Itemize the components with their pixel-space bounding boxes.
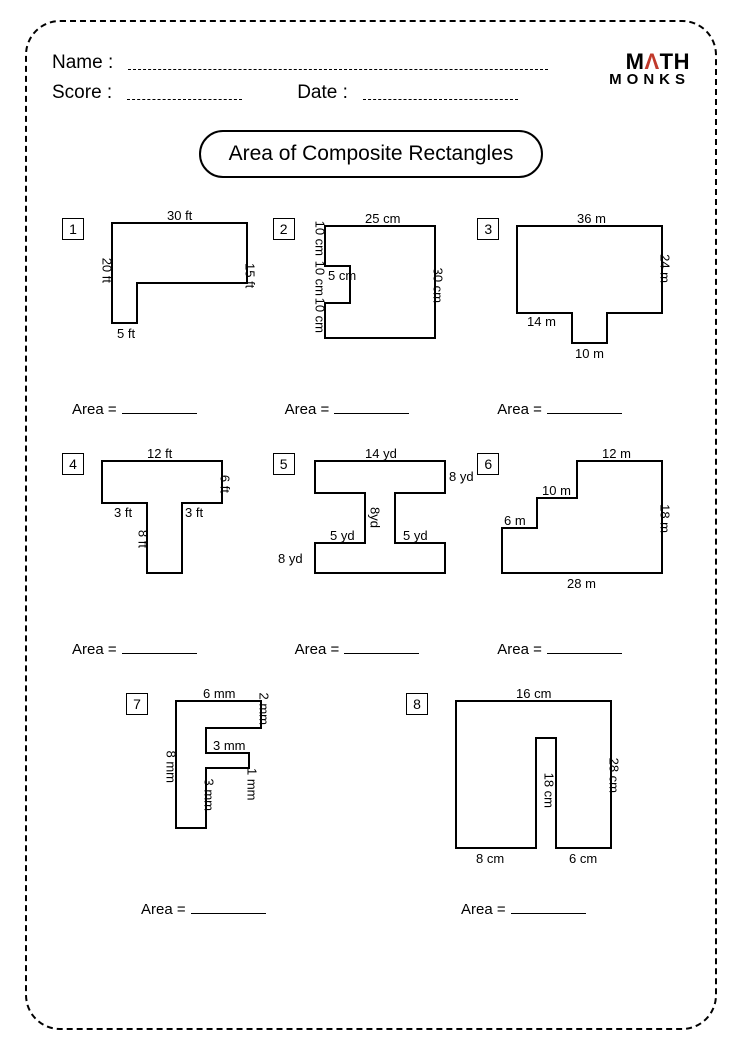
svg-text:10 cm: 10 cm (312, 298, 327, 333)
shape-4: 12 ft 6 ft 3 ft 3 ft 8 ft (72, 443, 272, 613)
problem-5: 5 14 yd 8 yd 8yd 5 yd 5 yd 8 yd Area = (265, 443, 478, 683)
score-line[interactable] (127, 82, 242, 100)
shape-5: 14 yd 8 yd 8yd 5 yd 5 yd 8 yd (275, 443, 485, 613)
svg-text:6 mm: 6 mm (203, 686, 236, 701)
worksheet-title: Area of Composite Rectangles (199, 130, 544, 178)
date-label: Date : (297, 82, 348, 104)
svg-text:15 ft: 15 ft (243, 263, 258, 289)
shape-7: 6 mm 2 mm 3 mm 1 mm 8 mm 3 mm (121, 683, 341, 873)
area-answer-3: Area = (497, 401, 622, 418)
svg-text:5 ft: 5 ft (117, 326, 135, 341)
svg-text:6 ft: 6 ft (218, 475, 233, 493)
svg-text:10 m: 10 m (575, 346, 604, 361)
svg-text:24 m: 24 m (658, 254, 673, 283)
problem-3: 3 36 m 24 m 14 m 10 m Area = (477, 203, 690, 443)
svg-text:14 m: 14 m (527, 314, 556, 329)
date-line[interactable] (363, 82, 518, 100)
svg-text:3 mm: 3 mm (213, 738, 246, 753)
shape-8: 16 cm 28 cm 18 cm 8 cm 6 cm (421, 683, 671, 883)
svg-text:10 m: 10 m (542, 483, 571, 498)
svg-text:12 ft: 12 ft (147, 446, 173, 461)
svg-text:36 m: 36 m (577, 211, 606, 226)
shape-2: 25 cm 30 cm 10 cm 10 cm 10 cm 5 cm (280, 208, 480, 368)
logo: MΛTH MONKS (609, 52, 690, 87)
problem-4: 4 12 ft 6 ft 3 ft 3 ft 8 ft Area = (52, 443, 265, 683)
svg-text:8 cm: 8 cm (476, 851, 504, 866)
area-answer-5: Area = (295, 641, 420, 658)
svg-text:8 mm: 8 mm (164, 751, 179, 784)
svg-text:16 cm: 16 cm (516, 686, 551, 701)
header-fields: Name : Score : Date : (52, 52, 609, 112)
svg-text:25 cm: 25 cm (365, 211, 400, 226)
svg-text:3 ft: 3 ft (114, 505, 132, 520)
area-answer-4: Area = (72, 641, 197, 658)
svg-text:28 m: 28 m (567, 576, 596, 591)
svg-text:6 cm: 6 cm (569, 851, 597, 866)
area-answer-7: Area = (141, 901, 266, 918)
name-label: Name : (52, 52, 113, 74)
svg-text:12 m: 12 m (602, 446, 631, 461)
svg-text:5 yd: 5 yd (330, 528, 355, 543)
svg-text:8 ft: 8 ft (136, 530, 151, 548)
problems-grid: 1 30 ft 15 ft 20 ft 5 ft Area = 2 25 cm … (52, 203, 690, 943)
shape-3: 36 m 24 m 14 m 10 m (477, 208, 687, 368)
problem-6: 6 12 m 10 m 6 m 18 m 28 m Area = (477, 443, 690, 683)
problem-7: 7 6 mm 2 mm 3 mm 1 mm 8 mm 3 mm Area = (71, 683, 351, 943)
svg-text:10 cm: 10 cm (312, 261, 327, 296)
svg-text:6 m: 6 m (504, 513, 526, 528)
svg-text:8yd: 8yd (367, 507, 382, 528)
title-container: Area of Composite Rectangles (52, 130, 690, 178)
area-answer-1: Area = (72, 401, 197, 418)
svg-text:28 cm: 28 cm (607, 758, 622, 793)
header: Name : Score : Date : MΛTH MONKS (52, 52, 690, 112)
problem-1: 1 30 ft 15 ft 20 ft 5 ft Area = (52, 203, 265, 443)
shape-1: 30 ft 15 ft 20 ft 5 ft (72, 208, 272, 368)
worksheet-page: Name : Score : Date : MΛTH MONKS Area of… (25, 20, 717, 1030)
shape-6: 12 m 10 m 6 m 18 m 28 m (482, 443, 692, 613)
svg-text:20 ft: 20 ft (100, 258, 115, 284)
svg-text:1 mm: 1 mm (245, 768, 260, 801)
svg-text:18 cm: 18 cm (542, 773, 557, 808)
svg-text:8 yd: 8 yd (449, 469, 474, 484)
svg-text:14 yd: 14 yd (365, 446, 397, 461)
svg-text:10 cm: 10 cm (312, 221, 327, 256)
svg-text:3 ft: 3 ft (185, 505, 203, 520)
area-answer-2: Area = (285, 401, 410, 418)
logo-bottom: MONKS (609, 73, 690, 87)
svg-text:3 mm: 3 mm (202, 779, 217, 812)
area-answer-8: Area = (461, 901, 586, 918)
name-line[interactable] (128, 52, 548, 70)
svg-text:30 ft: 30 ft (167, 208, 193, 223)
svg-text:30 cm: 30 cm (430, 268, 445, 303)
svg-text:8 yd: 8 yd (278, 551, 303, 566)
area-answer-6: Area = (497, 641, 622, 658)
problem-8: 8 16 cm 28 cm 18 cm 8 cm 6 cm Area = (391, 683, 671, 943)
svg-text:5 cm: 5 cm (328, 268, 356, 283)
svg-text:2 mm: 2 mm (257, 693, 272, 726)
svg-text:18 m: 18 m (658, 504, 673, 533)
score-label: Score : (52, 82, 112, 104)
svg-text:5 yd: 5 yd (403, 528, 428, 543)
problem-2: 2 25 cm 30 cm 10 cm 10 cm 10 cm 5 cm Are… (265, 203, 478, 443)
